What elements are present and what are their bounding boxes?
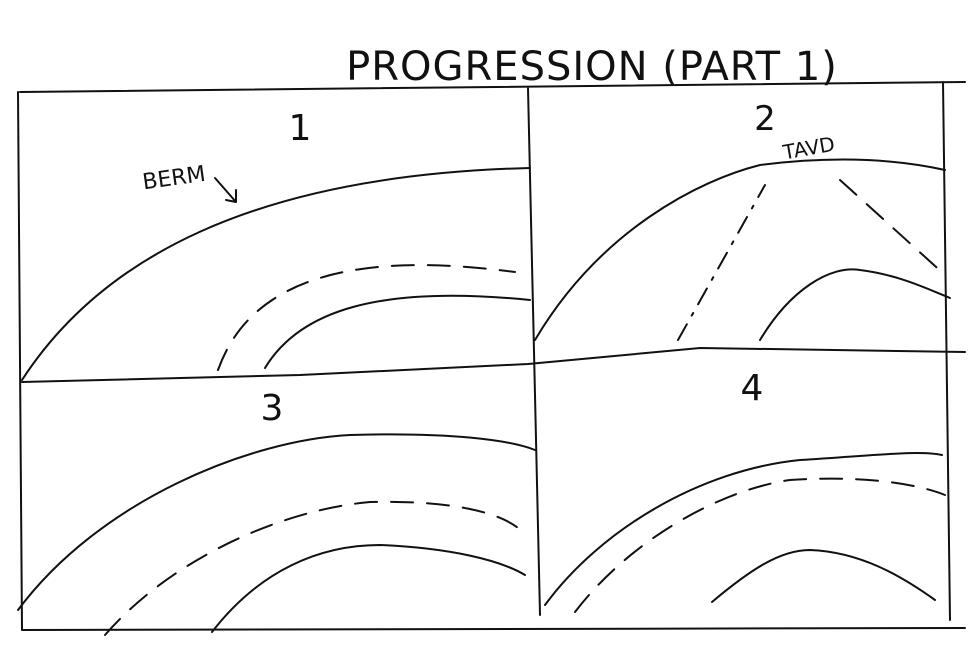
panel-label: 2 (754, 99, 776, 139)
curve (534, 158, 946, 341)
curve (104, 500, 526, 636)
arrow (214, 177, 237, 203)
panel-label: 4 (741, 368, 764, 409)
curve (21, 167, 531, 381)
frame (17, 81, 966, 631)
curve (217, 264, 516, 371)
curve (211, 544, 526, 633)
curve (544, 451, 943, 606)
curve (264, 294, 531, 369)
title: PROGRESSION (PART 1) (346, 44, 838, 90)
curve (677, 184, 766, 341)
curve (574, 477, 946, 613)
curve (839, 179, 946, 276)
annotation: BERM (141, 162, 207, 196)
curve (711, 549, 936, 603)
panel-label: 3 (261, 388, 284, 429)
panel-label: 1 (289, 108, 312, 149)
curve (759, 268, 951, 341)
curve (17, 433, 536, 611)
